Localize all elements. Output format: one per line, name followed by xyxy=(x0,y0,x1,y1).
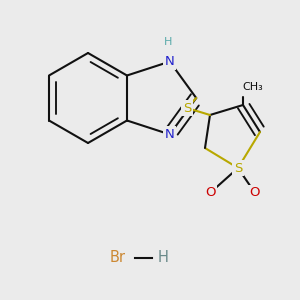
Text: H: H xyxy=(164,37,172,46)
Text: Br: Br xyxy=(110,250,126,266)
Text: O: O xyxy=(250,187,260,200)
Text: N: N xyxy=(165,55,175,68)
Text: S: S xyxy=(234,161,242,175)
Text: H: H xyxy=(158,250,168,266)
Text: O: O xyxy=(205,187,215,200)
Text: S: S xyxy=(183,101,191,115)
Text: CH₃: CH₃ xyxy=(243,82,263,92)
Text: N: N xyxy=(165,128,175,141)
